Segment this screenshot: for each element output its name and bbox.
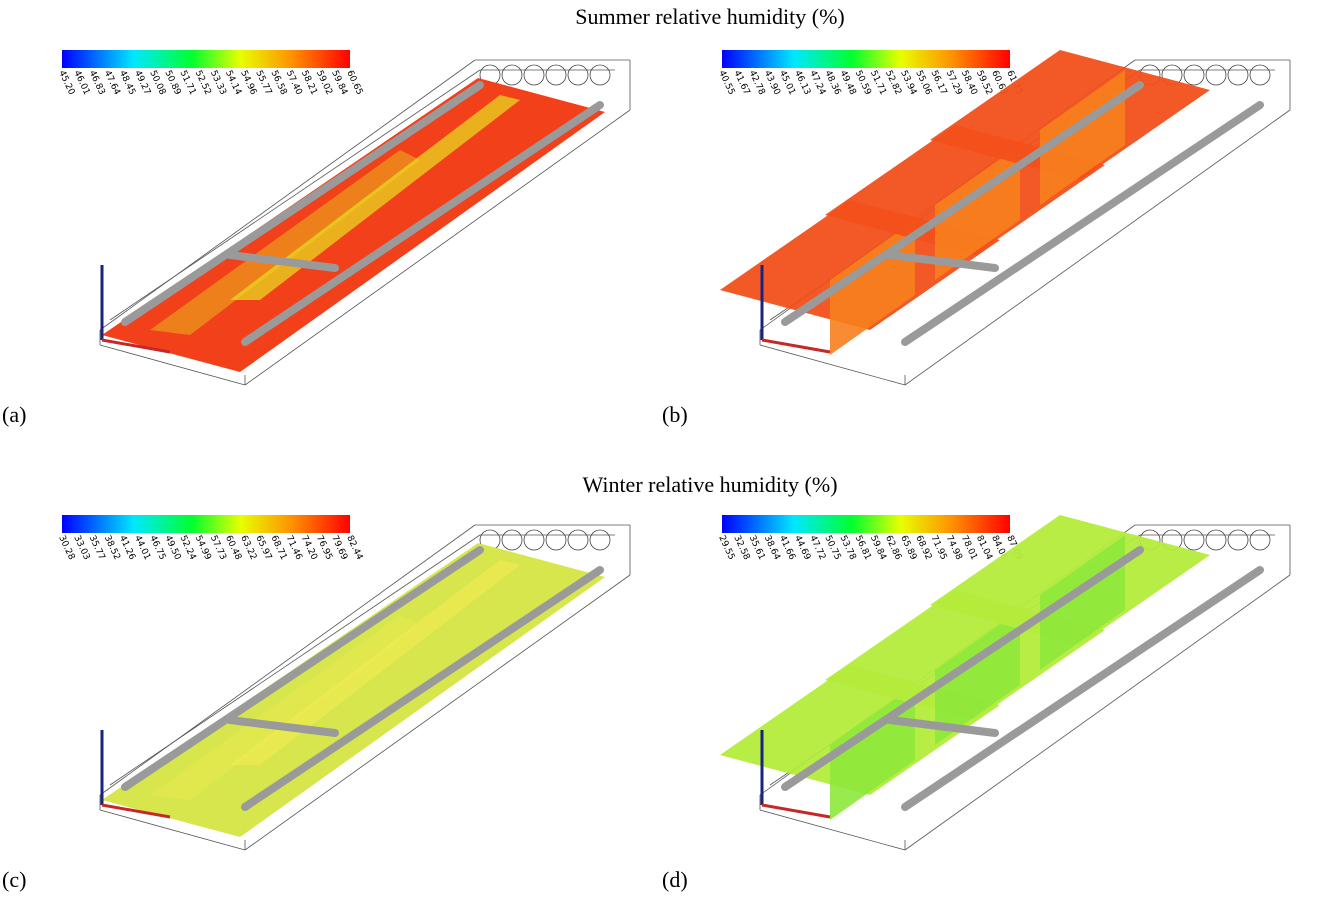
panel-label: (b): [662, 402, 688, 427]
inlet: [1206, 65, 1226, 85]
inlet: [568, 65, 588, 85]
colorbar: [62, 50, 350, 68]
x-axis: [762, 340, 830, 352]
panel-label: (d): [662, 867, 688, 892]
panel-label: (a): [2, 402, 26, 427]
figure-title: Summer relative humidity (%): [575, 4, 844, 29]
x-axis: [762, 805, 830, 817]
inlet: [502, 65, 522, 85]
panel: 40.5541.6742.7843.9045.0146.1347.2448.36…: [662, 50, 1290, 427]
colorbar: [722, 50, 1010, 68]
colorbar: [62, 515, 350, 533]
panel: 29.5532.5835.6138.6441.6644.6947.7250.75…: [662, 515, 1290, 892]
panel: 30.2833.0335.7738.5241.2644.0146.7549.50…: [2, 515, 630, 892]
inlet: [568, 530, 588, 550]
inlet: [590, 530, 610, 550]
inlet: [1184, 530, 1204, 550]
inlet: [546, 530, 566, 550]
inlet: [502, 530, 522, 550]
figure: Summer relative humidity (%) Winter rela…: [0, 0, 1319, 898]
panel: 45.2046.0146.8347.6448.4549.2750.0850.89…: [2, 50, 630, 427]
inlet: [1184, 65, 1204, 85]
panel-label: (c): [2, 867, 26, 892]
inlet: [524, 530, 544, 550]
inlet: [524, 65, 544, 85]
inlet: [1228, 65, 1248, 85]
figure-title: Winter relative humidity (%): [582, 472, 837, 497]
inlet: [1250, 65, 1270, 85]
inlet: [1206, 530, 1226, 550]
colorbar: [722, 515, 1010, 533]
inlet: [590, 65, 610, 85]
inlet: [1228, 530, 1248, 550]
inlet: [1250, 530, 1270, 550]
inlet: [546, 65, 566, 85]
